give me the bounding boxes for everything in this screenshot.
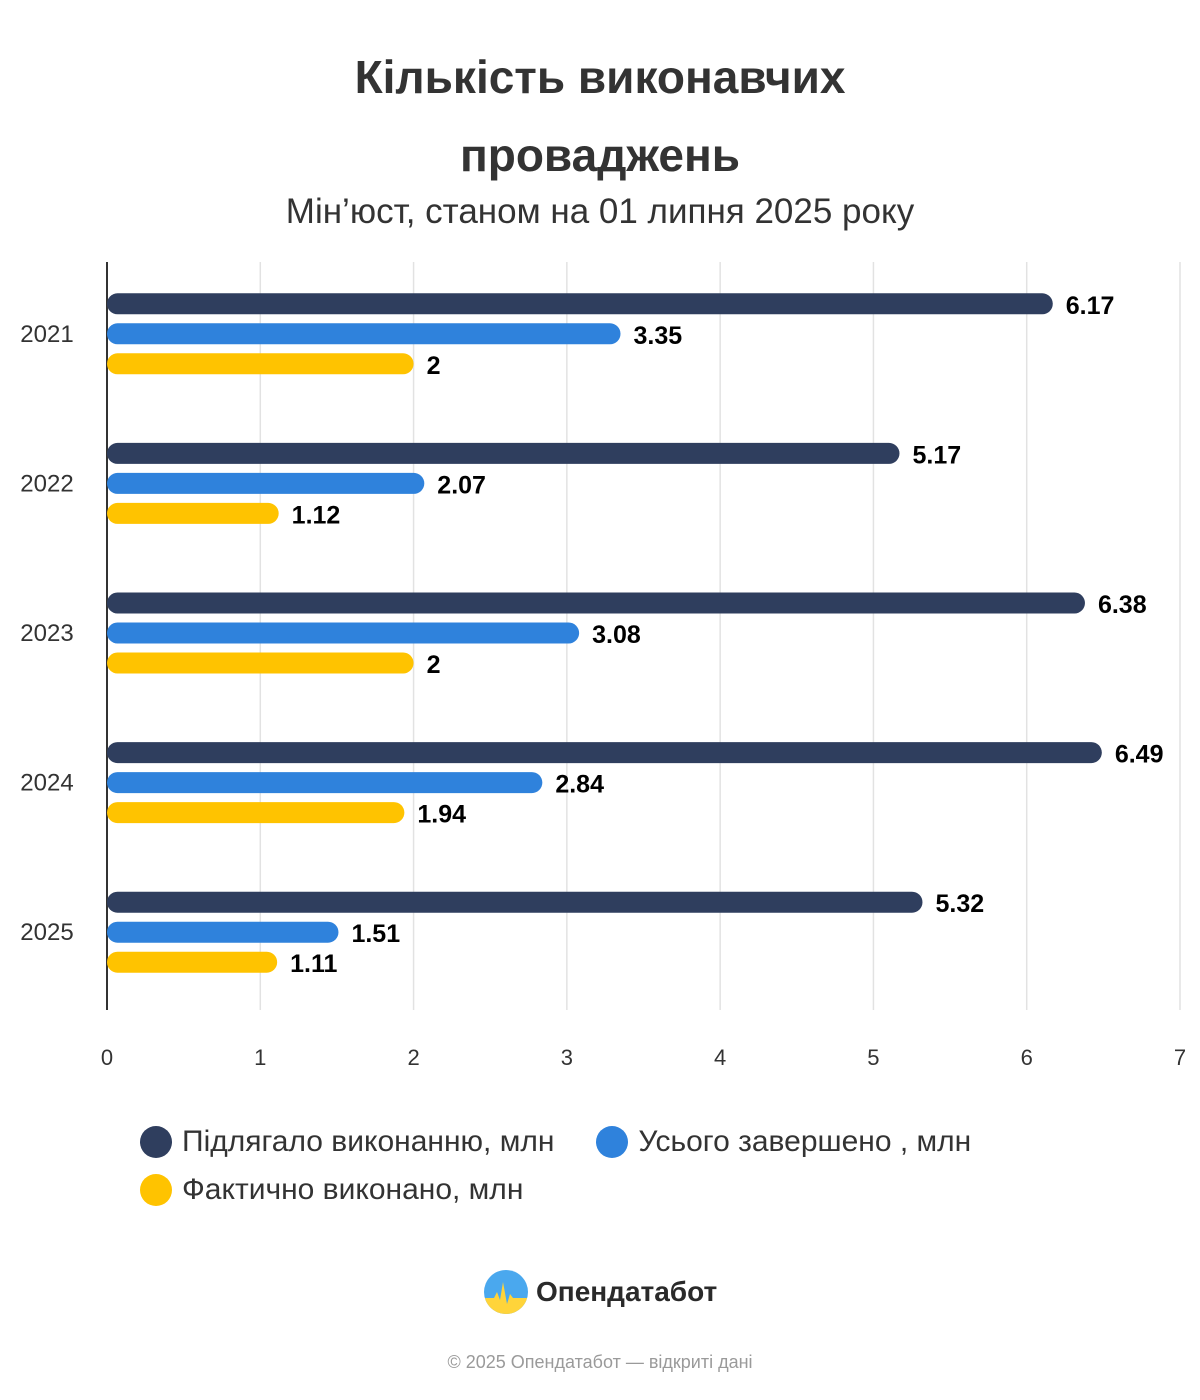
x-tick-label-3: 3 — [561, 1045, 573, 1070]
legend-dot-planned — [140, 1126, 172, 1158]
bar-2025-series-2 — [107, 951, 278, 973]
data-label-2024-series-0: 6.49 — [1115, 741, 1164, 769]
bar-2024-series-1 — [107, 772, 543, 794]
brand-logo-icon — [484, 1270, 528, 1314]
bar-2024-series-2 — [107, 802, 405, 824]
legend-item-executed[interactable]: Фактично виконано, млн — [140, 1172, 523, 1208]
y-category-label-2025: 2025 — [20, 919, 73, 946]
chart-title: Кількість виконавчих проваджень — [354, 51, 846, 181]
x-tick-label-5: 5 — [867, 1045, 879, 1070]
bar-2023-series-0 — [107, 592, 1085, 614]
x-tick-label-6: 6 — [1021, 1045, 1033, 1070]
x-tick-label-7: 7 — [1174, 1045, 1186, 1070]
y-category-label-2023: 2023 — [20, 620, 73, 647]
data-label-2022-series-0: 5.17 — [912, 441, 961, 469]
data-label-2023-series-0: 6.38 — [1098, 591, 1147, 619]
data-label-2025-series-2: 1.11 — [290, 950, 337, 978]
legend-label-planned: Підлягало виконанню, млн — [182, 1125, 555, 1158]
bar-chart: 0 1 2 3 4 5 6 7 2021 6.17 3.35 2 2022 5.17 2.07 1.12 202… — [20, 262, 1186, 1070]
legend-item-planned[interactable]: Підлягало виконанню, млн — [140, 1124, 554, 1160]
data-label-2023-series-2: 2 — [427, 651, 441, 679]
x-tick-label-2: 2 — [407, 1045, 419, 1070]
bar-2022-series-1 — [107, 472, 425, 494]
y-category-label-2022: 2022 — [20, 470, 73, 497]
legend-label-completed: Усього завершено , млн — [638, 1125, 972, 1158]
x-tick-label-0: 0 — [101, 1045, 113, 1070]
bar-2021-series-2 — [107, 353, 414, 375]
footer-text: © 2025 Опендатабот — відкриті дані — [447, 1352, 753, 1372]
bar-2023-series-1 — [107, 622, 580, 644]
data-label-2021-series-1: 3.35 — [634, 322, 683, 350]
brand-name: Опендатабот — [536, 1276, 718, 1307]
data-label-2025-series-0: 5.32 — [935, 890, 984, 918]
bar-2024-series-0 — [107, 742, 1102, 764]
bar-2023-series-2 — [107, 652, 414, 674]
brand: Опендатабот — [484, 1270, 717, 1314]
data-label-2022-series-1: 2.07 — [437, 471, 486, 499]
legend: Підлягало виконанню, млн Усього завершен… — [140, 1124, 1100, 1208]
data-label-2021-series-0: 6.17 — [1066, 292, 1115, 320]
bar-2021-series-0 — [107, 293, 1053, 315]
data-label-2024-series-1: 2.84 — [555, 771, 604, 799]
bar-2025-series-1 — [107, 921, 339, 943]
data-label-2024-series-2: 1.94 — [417, 801, 466, 829]
legend-dot-completed — [596, 1126, 629, 1158]
legend-item-completed[interactable]: Усього завершено , млн — [596, 1124, 971, 1160]
bar-2022-series-0 — [107, 442, 900, 464]
legend-label-executed: Фактично виконано, млн — [182, 1173, 524, 1206]
legend-dot-executed — [140, 1174, 172, 1206]
x-tick-label-4: 4 — [714, 1045, 726, 1070]
data-label-2025-series-1: 1.51 — [351, 920, 400, 948]
bar-2022-series-2 — [107, 502, 279, 524]
bar-2021-series-1 — [107, 323, 621, 345]
y-category-label-2024: 2024 — [20, 770, 73, 797]
data-label-2021-series-2: 2 — [427, 352, 441, 380]
data-label-2022-series-2: 1.12 — [292, 501, 341, 529]
data-label-2023-series-1: 3.08 — [592, 621, 641, 649]
x-tick-label-1: 1 — [254, 1045, 266, 1070]
chart-subtitle: Мін’юст, станом на 01 липня 2025 року — [285, 192, 915, 231]
bar-2025-series-0 — [107, 891, 923, 913]
y-category-label-2021: 2021 — [20, 321, 73, 348]
